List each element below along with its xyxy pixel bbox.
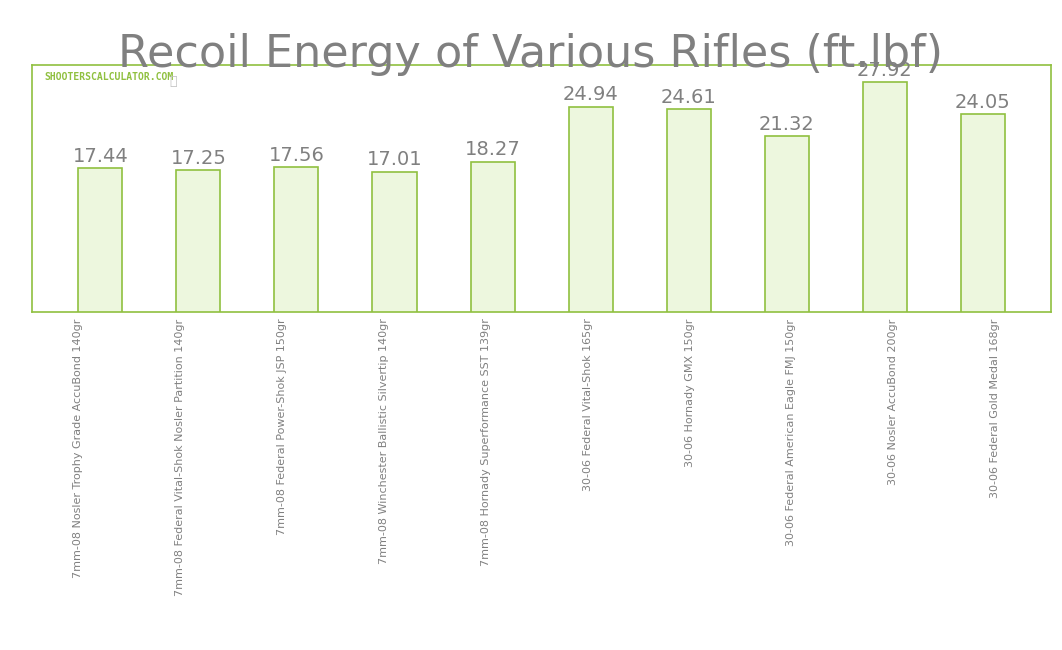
Text: 21.32: 21.32 [759,115,815,134]
Text: 17.44: 17.44 [72,147,129,166]
Text: ⌖: ⌖ [170,75,177,88]
Text: Recoil Energy of Various Rifles (ft.lbf): Recoil Energy of Various Rifles (ft.lbf) [119,32,943,75]
Text: 24.61: 24.61 [661,88,717,107]
Text: 7mm-08 Federal Vital-Shok Nosler Partition 140gr: 7mm-08 Federal Vital-Shok Nosler Partiti… [175,318,185,595]
Text: 24.05: 24.05 [955,92,1011,112]
Text: 7mm-08 Hornady Superformance SST 139gr: 7mm-08 Hornady Superformance SST 139gr [481,318,491,566]
Bar [961,114,1005,312]
Bar [274,168,319,312]
Bar [862,82,907,312]
Text: 7mm-08 Nosler Trophy Grade AccuBond 140gr: 7mm-08 Nosler Trophy Grade AccuBond 140g… [73,318,83,578]
Text: 18.27: 18.27 [465,140,520,159]
Text: 24.94: 24.94 [563,85,618,104]
Bar [373,172,416,312]
Bar [176,170,221,312]
Bar [568,107,613,312]
Bar [470,162,515,312]
Text: 30-06 Federal American Eagle FMJ 150gr: 30-06 Federal American Eagle FMJ 150gr [787,318,796,545]
Text: 17.56: 17.56 [269,146,324,165]
Text: 17.01: 17.01 [366,151,423,170]
Text: 30-06 Federal Gold Medal 168gr: 30-06 Federal Gold Medal 168gr [991,318,1000,498]
Text: SHOOTERSCALCULATOR.COM: SHOOTERSCALCULATOR.COM [45,72,173,83]
Text: 17.25: 17.25 [170,148,226,168]
Bar [765,136,809,312]
Text: 30-06 Federal Vital-Shok 165gr: 30-06 Federal Vital-Shok 165gr [583,318,593,491]
Bar [79,168,122,312]
Text: 7mm-08 Winchester Ballistic Silvertip 140gr: 7mm-08 Winchester Ballistic Silvertip 14… [379,318,389,564]
Text: 30-06 Nosler AccuBond 200gr: 30-06 Nosler AccuBond 200gr [889,318,898,485]
Text: 27.92: 27.92 [857,60,912,80]
Text: 7mm-08 Federal Power-Shok JSP 150gr: 7mm-08 Federal Power-Shok JSP 150gr [277,318,287,535]
Bar [667,109,710,312]
Text: 30-06 Hornady GMX 150gr: 30-06 Hornady GMX 150gr [685,318,695,467]
